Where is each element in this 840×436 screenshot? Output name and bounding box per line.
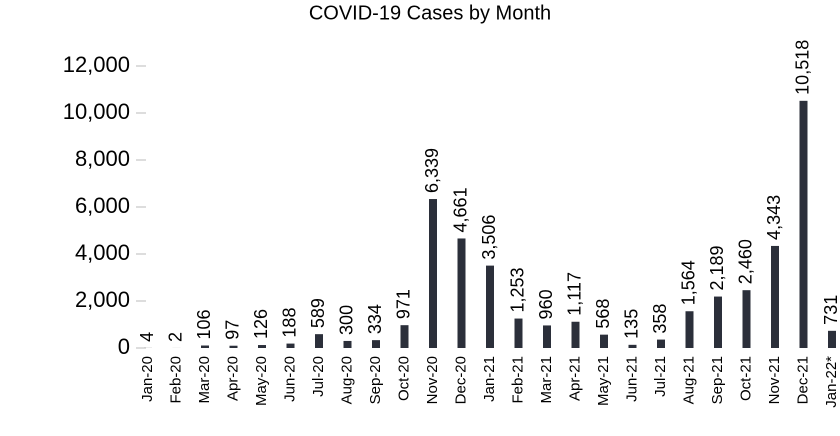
x-tick-label: Apr-21 bbox=[566, 356, 583, 401]
value-label: 4 bbox=[137, 332, 157, 342]
y-tick-label: 2,000 bbox=[75, 287, 130, 312]
bar bbox=[714, 296, 722, 348]
value-label: 135 bbox=[621, 309, 641, 339]
y-tick-label: 0 bbox=[118, 334, 130, 359]
value-label: 2,189 bbox=[707, 246, 727, 291]
y-tick-label: 6,000 bbox=[75, 193, 130, 218]
value-label: 358 bbox=[650, 304, 670, 334]
bar bbox=[799, 100, 808, 349]
y-tick-label: 4,000 bbox=[75, 240, 130, 265]
x-tick-label: May-21 bbox=[595, 356, 612, 406]
value-label: 1,117 bbox=[564, 272, 584, 316]
value-label: 3,506 bbox=[479, 215, 499, 260]
bar bbox=[657, 339, 665, 348]
value-label: 1,253 bbox=[507, 268, 527, 313]
x-tick-label: Sep-20 bbox=[367, 356, 384, 404]
value-label: 188 bbox=[279, 308, 299, 338]
value-label: 97 bbox=[222, 320, 242, 340]
value-label: 2,460 bbox=[735, 239, 755, 284]
bar bbox=[600, 334, 608, 348]
bar bbox=[229, 345, 238, 348]
x-tick-label: Feb-21 bbox=[509, 356, 526, 404]
x-tick-label: Nov-20 bbox=[424, 356, 441, 404]
bar bbox=[258, 345, 266, 348]
bar bbox=[742, 290, 751, 348]
bar bbox=[286, 343, 295, 348]
y-tick-label: 8,000 bbox=[75, 146, 130, 171]
bar bbox=[628, 344, 637, 348]
x-tick-label: Mar-21 bbox=[538, 356, 555, 404]
value-label: 4,661 bbox=[450, 187, 470, 232]
bar bbox=[372, 340, 380, 348]
bar bbox=[486, 265, 494, 348]
y-tick-label: 12,000 bbox=[63, 52, 130, 77]
x-tick-label: May-20 bbox=[253, 356, 270, 406]
value-label: 106 bbox=[194, 309, 214, 339]
x-tick-label: Jun-21 bbox=[623, 356, 640, 402]
value-label: 731 bbox=[821, 295, 840, 325]
x-tick-label: Jul-21 bbox=[652, 356, 669, 397]
x-tick-label: Feb-20 bbox=[167, 356, 184, 404]
x-tick-label: Jan-22* bbox=[823, 356, 840, 408]
value-label: 971 bbox=[393, 289, 413, 319]
bar bbox=[685, 311, 694, 348]
bar bbox=[429, 199, 437, 348]
bar bbox=[315, 334, 323, 348]
value-label: 6,339 bbox=[422, 148, 442, 193]
x-tick-label: Aug-21 bbox=[680, 356, 697, 404]
x-tick-label: Nov-21 bbox=[766, 356, 783, 404]
value-label: 4,343 bbox=[764, 195, 784, 240]
x-tick-label: Jun-20 bbox=[281, 356, 298, 402]
x-tick-label: Dec-20 bbox=[452, 356, 469, 404]
bar bbox=[457, 238, 466, 348]
bar bbox=[828, 330, 836, 348]
x-tick-label: Oct-20 bbox=[395, 356, 412, 401]
value-label: 2 bbox=[165, 332, 185, 342]
x-tick-label: Oct-21 bbox=[737, 356, 754, 401]
x-tick-label: Sep-21 bbox=[709, 356, 726, 404]
x-tick-label: Mar-20 bbox=[196, 356, 213, 404]
value-label: 1,564 bbox=[678, 260, 698, 305]
bar bbox=[571, 321, 580, 348]
value-label: 589 bbox=[308, 298, 328, 328]
value-label: 960 bbox=[536, 289, 556, 319]
value-label: 300 bbox=[336, 305, 356, 335]
bar bbox=[543, 325, 551, 348]
bar bbox=[514, 318, 523, 348]
x-tick-label: Apr-20 bbox=[224, 356, 241, 401]
bar bbox=[400, 325, 409, 348]
x-tick-label: Jan-20 bbox=[139, 356, 156, 402]
x-tick-label: Jul-20 bbox=[310, 356, 327, 397]
x-tick-label: Jan-21 bbox=[481, 356, 498, 402]
value-label: 334 bbox=[365, 304, 385, 334]
value-label: 126 bbox=[251, 309, 271, 339]
x-tick-label: Dec-21 bbox=[794, 356, 811, 404]
y-tick-label: 10,000 bbox=[63, 99, 130, 124]
bar bbox=[771, 245, 779, 348]
bar bbox=[343, 340, 352, 348]
x-tick-label: Aug-20 bbox=[338, 356, 355, 404]
chart-title: COVID-19 Cases by Month bbox=[309, 2, 551, 24]
value-label: 10,518 bbox=[792, 40, 812, 95]
bar bbox=[201, 345, 209, 348]
value-label: 568 bbox=[593, 299, 613, 329]
